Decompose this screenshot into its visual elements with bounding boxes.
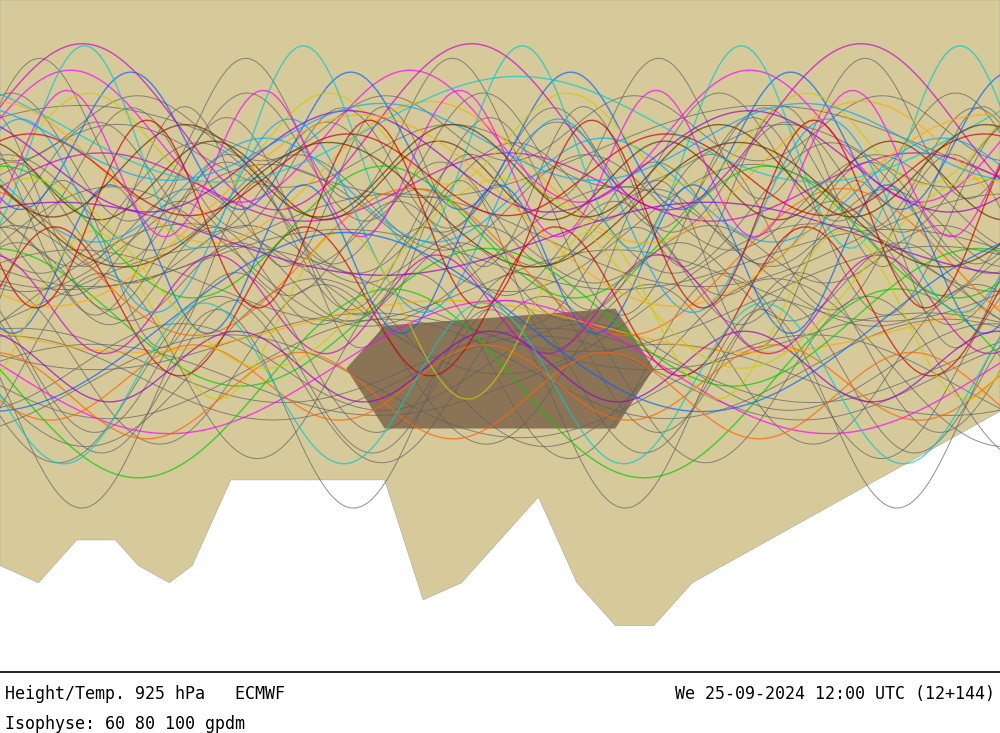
Text: Isophyse: 60 80 100 gpdm: Isophyse: 60 80 100 gpdm xyxy=(5,715,245,733)
Polygon shape xyxy=(0,0,1000,626)
Text: Height/Temp. 925 hPa   ECMWF: Height/Temp. 925 hPa ECMWF xyxy=(5,685,285,703)
Polygon shape xyxy=(346,309,654,429)
Text: We 25-09-2024 12:00 UTC (12+144): We 25-09-2024 12:00 UTC (12+144) xyxy=(675,685,995,703)
